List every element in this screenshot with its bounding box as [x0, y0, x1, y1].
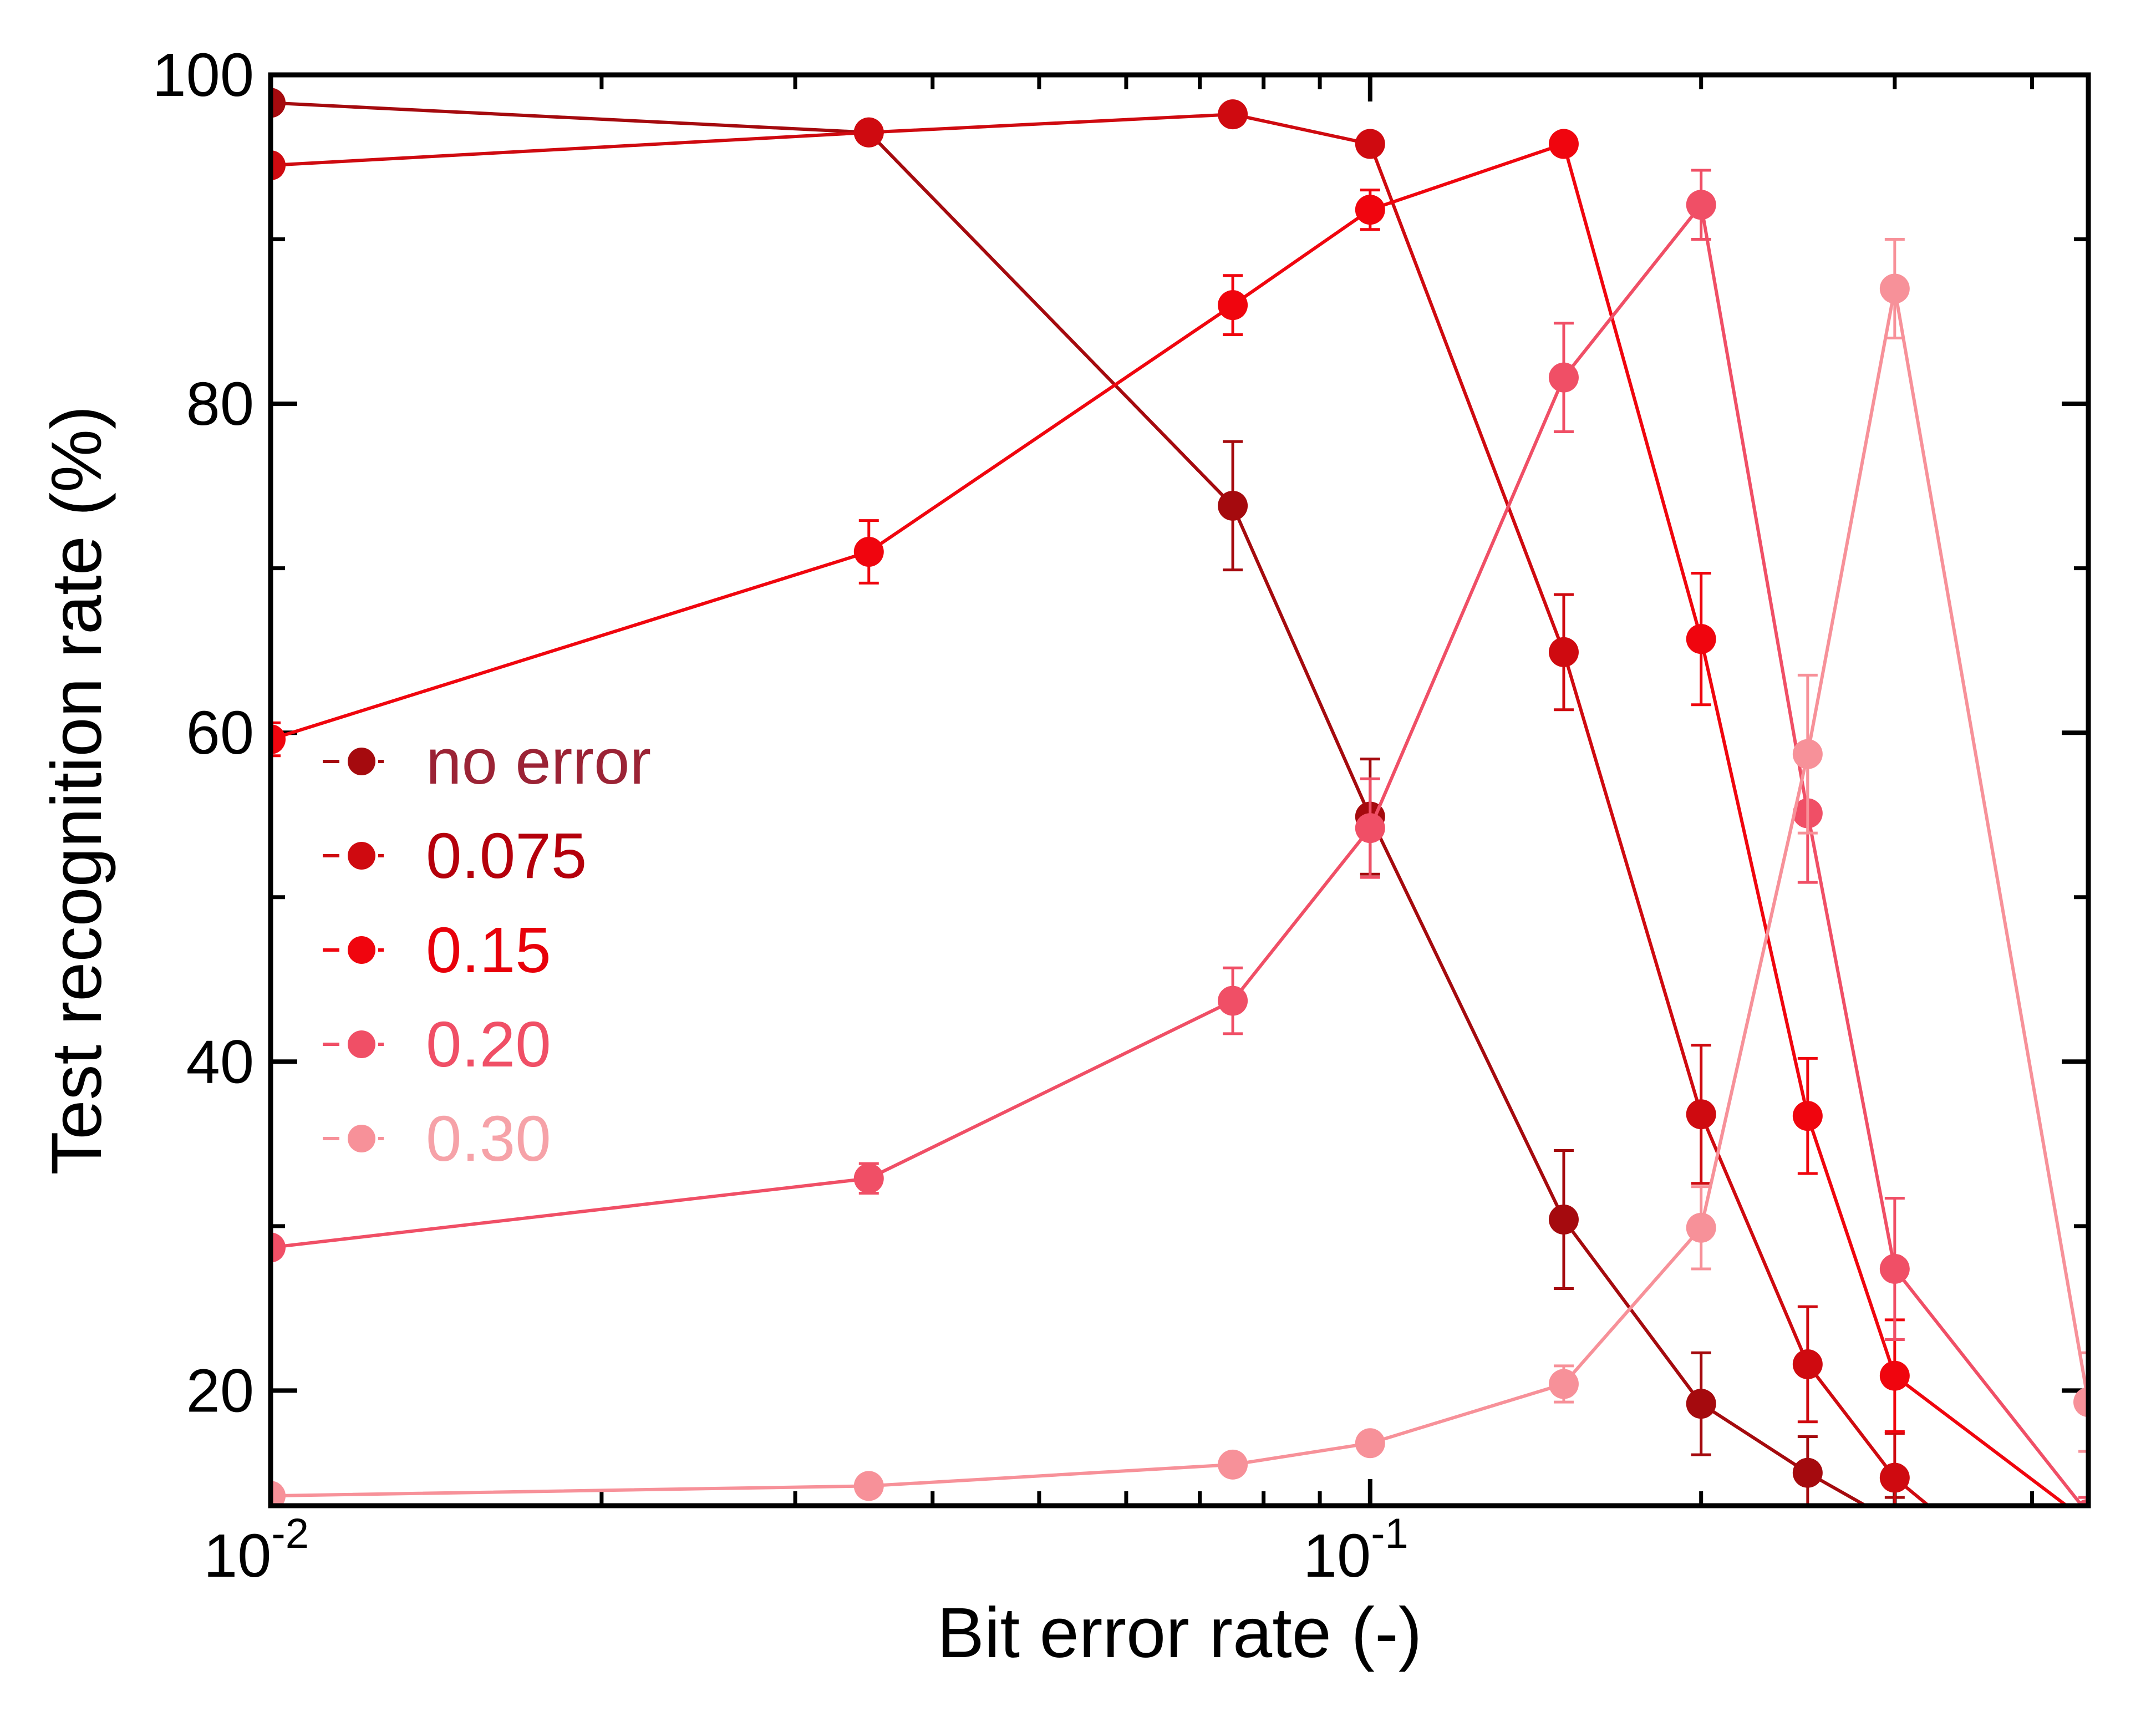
data-point	[1879, 1360, 1910, 1391]
data-point	[2073, 1387, 2088, 1418]
data-point	[271, 88, 286, 118]
series-3	[271, 169, 2088, 1506]
data-point	[1880, 1507, 1910, 1537]
data-point	[1548, 362, 1579, 393]
data-point	[1954, 1523, 1984, 1553]
data-point	[2073, 1557, 2103, 1587]
legend-item: 0.15	[323, 914, 551, 986]
legend-item: no error	[323, 725, 651, 797]
data-point	[271, 1481, 286, 1506]
data-point	[1879, 1253, 1910, 1284]
data-point	[1218, 986, 1248, 1016]
data-point	[1355, 129, 1385, 159]
data-point	[1792, 1349, 1823, 1379]
legend-marker	[348, 1125, 375, 1152]
legend-label: 0.075	[426, 820, 587, 892]
data-point	[1548, 1205, 1579, 1235]
data-point	[1355, 1428, 1385, 1459]
data-point	[1218, 290, 1248, 321]
data-point	[271, 1232, 286, 1263]
data-point	[853, 1163, 884, 1193]
data-point	[1954, 1540, 1984, 1570]
data-point	[1879, 273, 1910, 304]
x-axis-title: Bit error rate (-)	[937, 1593, 1422, 1673]
x-tick-labels: 10-2 10-1	[204, 1510, 1408, 1590]
data-point	[1548, 1369, 1579, 1399]
y-tick-labels: 20 40 60 80 100	[152, 41, 254, 1425]
series-line	[271, 288, 2088, 1498]
legend-marker	[348, 936, 375, 964]
data-point	[853, 1471, 884, 1501]
data-point	[1792, 739, 1823, 769]
series-1	[271, 99, 2103, 1587]
data-point	[853, 537, 884, 567]
data-point	[1686, 624, 1716, 654]
data-point	[2073, 1573, 2103, 1603]
data-point	[1686, 190, 1716, 220]
series-4	[271, 238, 2088, 1506]
data-point	[1792, 1457, 1823, 1488]
y-tick-label: 40	[186, 1028, 254, 1096]
series-layer	[271, 88, 2103, 1603]
plot-frame	[268, 72, 2091, 1508]
y-tick-label: 80	[186, 370, 254, 438]
legend-item: 0.30	[323, 1103, 551, 1175]
legend-item: 0.20	[323, 1008, 551, 1080]
data-point	[2073, 1507, 2103, 1537]
data-point	[1792, 1101, 1823, 1131]
series-line	[271, 101, 1869, 1506]
data-point	[1548, 129, 1579, 159]
x-tick-label-base: 10	[204, 1522, 271, 1590]
data-point	[1218, 490, 1248, 521]
data-point	[271, 724, 286, 755]
legend: no error 0.075 0.15 0.20 0.30	[323, 725, 651, 1175]
series-line	[271, 113, 1931, 1506]
legend-label: no error	[426, 725, 651, 797]
data-point	[1218, 99, 1248, 130]
y-tick-label: 20	[186, 1357, 254, 1425]
y-tick-label: 100	[152, 41, 254, 109]
legend-label: 0.20	[426, 1008, 551, 1080]
series-2	[271, 129, 2103, 1537]
legend-label: 0.15	[426, 914, 551, 986]
data-point	[271, 150, 286, 181]
data-point	[1686, 1389, 1716, 1419]
x-tick-label: 10-1	[1303, 1510, 1408, 1590]
data-point	[1879, 1462, 1910, 1493]
x-tick-label-exponent: -1	[1371, 1510, 1408, 1557]
y-tick-label: 60	[186, 699, 254, 767]
data-point	[1355, 195, 1385, 225]
y-axis-title: Test recognition rate (%)	[37, 405, 116, 1175]
data-point	[1686, 1212, 1716, 1243]
data-point	[1218, 1449, 1248, 1480]
x-tick-label-base: 10	[1303, 1522, 1371, 1590]
data-point	[1355, 813, 1385, 844]
legend-item: 0.075	[323, 820, 587, 892]
x-tick-label-exponent: -2	[271, 1510, 309, 1557]
data-point	[853, 117, 884, 148]
data-point	[1548, 637, 1579, 667]
legend-marker	[348, 748, 375, 775]
x-tick-label: 10-2	[204, 1510, 309, 1590]
data-point	[1686, 1099, 1716, 1130]
legend-label: 0.30	[426, 1103, 551, 1175]
legend-marker	[348, 1030, 375, 1058]
legend-marker	[348, 842, 375, 870]
